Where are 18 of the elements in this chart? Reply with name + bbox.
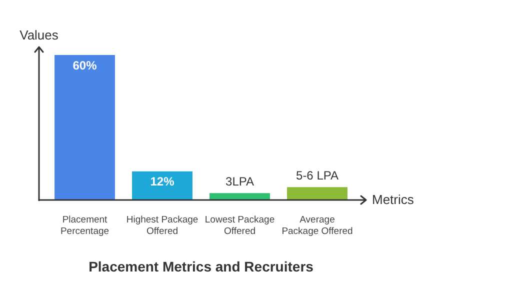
data-label: 12% <box>150 174 175 189</box>
category-label: Highest Package <box>126 214 198 226</box>
category-label: Offered <box>224 226 256 238</box>
data-label: 60% <box>72 58 98 72</box>
category-label: Average <box>300 214 335 226</box>
data-label: 5-6 LPA <box>296 168 338 182</box>
category-label: Percentage <box>60 226 110 238</box>
category-label: Lowest Package <box>204 214 275 226</box>
data-label: 3LPA <box>226 174 254 188</box>
category-label: Offered <box>146 226 178 238</box>
bar <box>132 171 192 200</box>
category-label: Placement <box>62 214 108 226</box>
y-axis-title: Values <box>20 28 59 43</box>
text: Placement Metrics and Recruiters <box>88 258 314 274</box>
bar <box>54 55 115 200</box>
category-label: Package Offered <box>282 226 353 238</box>
x-axis-title: Metrics <box>372 192 414 207</box>
bar <box>287 187 348 200</box>
